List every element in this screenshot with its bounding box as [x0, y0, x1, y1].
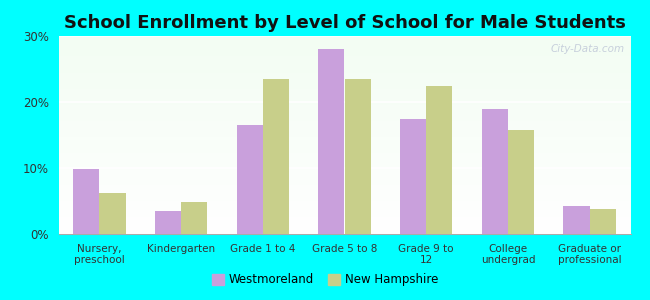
Text: City-Data.com: City-Data.com: [551, 44, 625, 54]
Bar: [400, 118, 426, 234]
Legend: Westmoreland, New Hampshire: Westmoreland, New Hampshire: [207, 269, 443, 291]
Bar: [590, 209, 616, 234]
Bar: [99, 193, 125, 234]
Bar: [508, 130, 534, 234]
Bar: [263, 79, 289, 234]
Bar: [564, 206, 590, 234]
Bar: [181, 202, 207, 234]
Bar: [73, 169, 99, 234]
Bar: [237, 125, 263, 234]
Bar: [318, 49, 344, 234]
Title: School Enrollment by Level of School for Male Students: School Enrollment by Level of School for…: [64, 14, 625, 32]
Bar: [155, 211, 181, 234]
Bar: [482, 109, 508, 234]
Bar: [426, 85, 452, 234]
Bar: [344, 79, 370, 234]
